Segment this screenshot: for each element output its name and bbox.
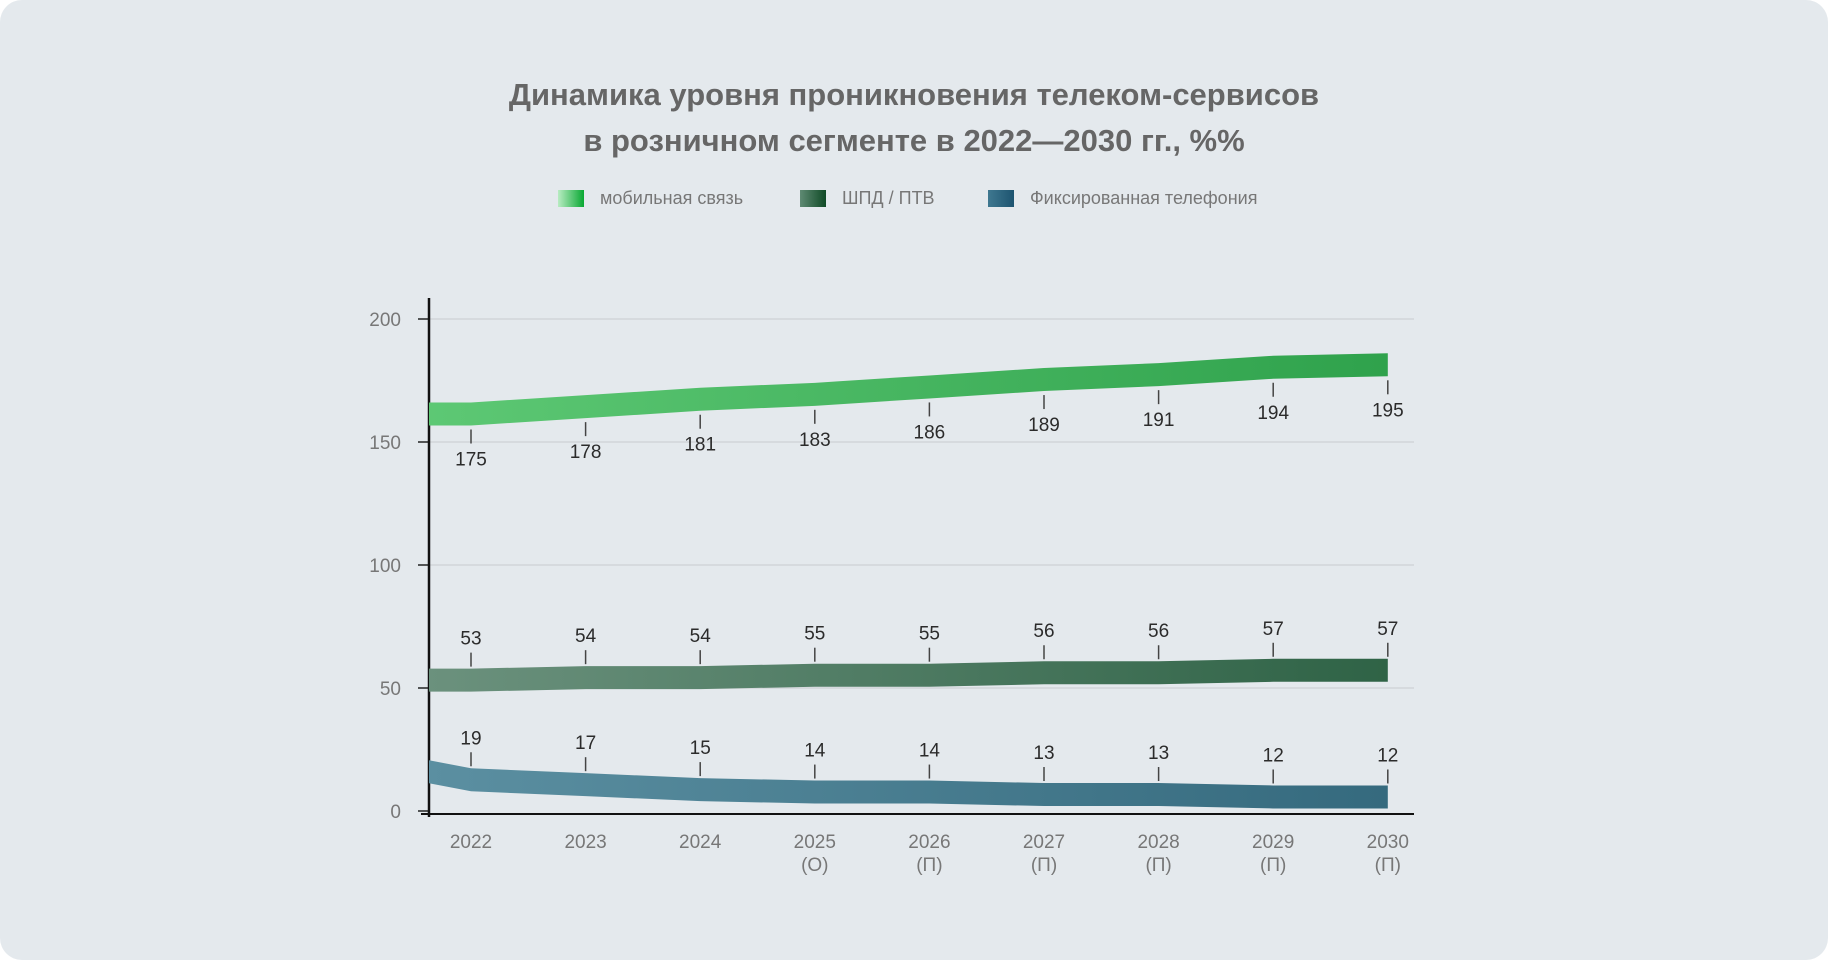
data-label: 195 — [1372, 400, 1404, 421]
series-band-0 — [429, 353, 1388, 426]
data-label: 19 — [460, 728, 481, 749]
chart-title: Динамика уровня проникновения телеком-се… — [0, 72, 1828, 164]
legend-swatch-fixed — [988, 190, 1014, 207]
y-tick-label: 50 — [380, 679, 401, 700]
x-tick-note: (П) — [1145, 855, 1171, 876]
x-tick-label: 2029 — [1252, 832, 1294, 853]
y-tick-label: 150 — [369, 433, 401, 454]
series-band-2 — [429, 760, 1388, 809]
data-label: 13 — [1033, 743, 1054, 764]
legend-label-fixed: Фиксированная телефония — [1030, 188, 1258, 208]
data-label: 56 — [1148, 621, 1169, 642]
data-label: 194 — [1257, 403, 1289, 424]
y-tick-label: 200 — [369, 310, 401, 331]
legend-label-mobile: мобильная связь — [600, 188, 744, 208]
x-tick-note: (П) — [1031, 855, 1057, 876]
data-label: 57 — [1377, 619, 1398, 640]
legend-item-mobile: мобильная связь — [558, 188, 743, 209]
data-label: 15 — [690, 738, 711, 759]
data-label: 55 — [919, 624, 940, 645]
y-tick-label: 0 — [390, 802, 401, 823]
x-tick-label: 2025 — [794, 832, 836, 853]
data-label: 183 — [799, 430, 831, 451]
data-label: 13 — [1148, 743, 1169, 764]
legend-swatch-broadband — [800, 190, 826, 207]
legend-swatch-mobile — [558, 190, 584, 207]
data-label: 55 — [804, 624, 825, 645]
data-label: 57 — [1263, 619, 1284, 640]
data-label: 12 — [1377, 745, 1398, 766]
data-label: 191 — [1143, 410, 1175, 431]
data-label: 12 — [1263, 745, 1284, 766]
data-label: 181 — [684, 435, 716, 456]
x-tick-note: (П) — [1260, 855, 1286, 876]
data-label: 14 — [804, 741, 826, 762]
x-tick-label: 2026 — [908, 832, 950, 853]
x-tick-label: 2030 — [1367, 832, 1409, 853]
x-tick-label: 2027 — [1023, 832, 1065, 853]
legend-label-broadband: ШПД / ПТВ — [842, 188, 935, 208]
data-label: 186 — [914, 422, 946, 443]
x-tick-note: (П) — [916, 855, 942, 876]
chart-title-line-1: Динамика уровня проникновения телеком-се… — [508, 77, 1320, 112]
legend-item-broadband: ШПД / ПТВ — [800, 188, 935, 209]
legend: мобильная связь ШПД / ПТВ Фиксированная … — [0, 188, 1828, 214]
data-label: 53 — [460, 629, 481, 650]
x-tick-label: 2022 — [450, 832, 492, 853]
series-band-1 — [429, 658, 1388, 692]
x-tick-note: (П) — [1375, 855, 1401, 876]
chart-title-line-2: в розничном сегменте в 2022—2030 гг., %% — [583, 123, 1245, 158]
x-tick-note: (О) — [801, 855, 828, 876]
x-tick-label: 2028 — [1137, 832, 1179, 853]
data-label: 175 — [455, 450, 487, 471]
data-label: 54 — [690, 626, 712, 647]
x-tick-label: 2024 — [679, 832, 722, 853]
data-label: 178 — [570, 442, 602, 463]
data-label: 56 — [1033, 621, 1054, 642]
x-tick-label: 2023 — [564, 832, 606, 853]
data-label: 17 — [575, 733, 596, 754]
data-label: 189 — [1028, 415, 1060, 436]
legend-item-fixed: Фиксированная телефония — [988, 188, 1257, 209]
data-label: 54 — [575, 626, 597, 647]
data-label: 14 — [919, 741, 941, 762]
y-tick-label: 100 — [369, 556, 401, 577]
